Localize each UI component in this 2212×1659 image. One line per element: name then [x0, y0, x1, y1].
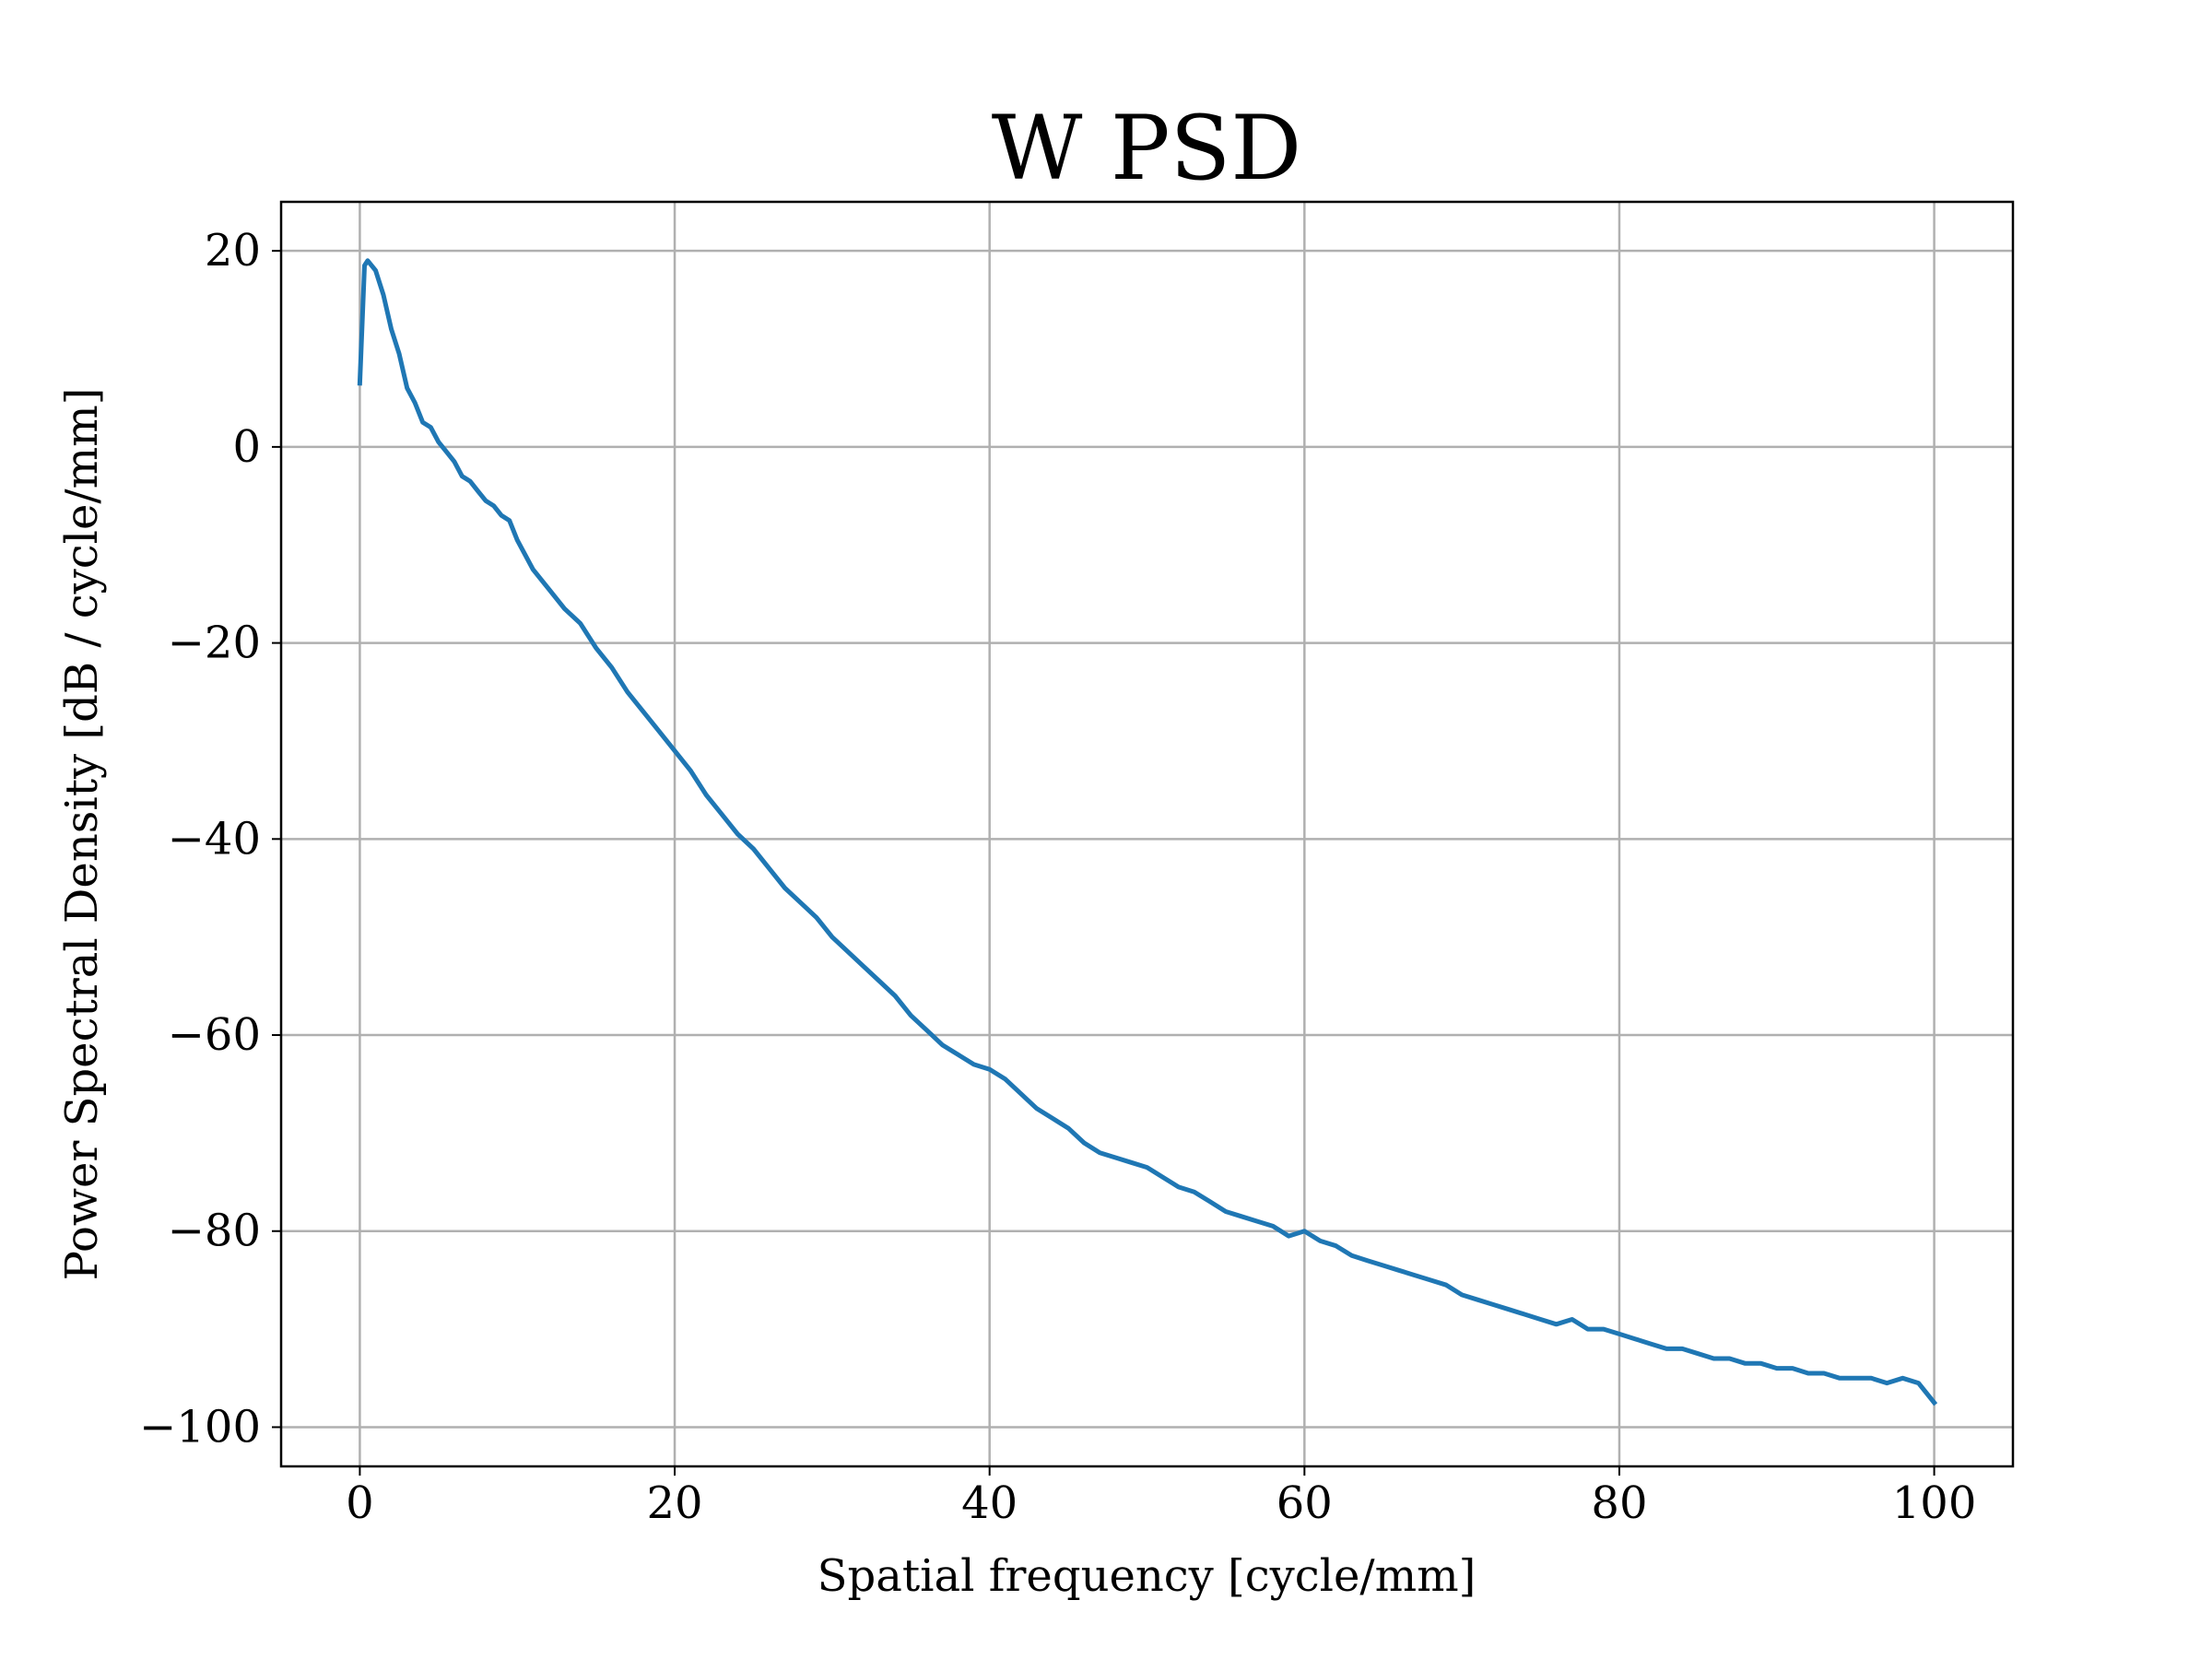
- y-tick-label: 20: [205, 225, 261, 276]
- x-tick-label: 100: [1892, 1477, 1977, 1529]
- x-tick-label: 20: [647, 1477, 703, 1529]
- grid: [281, 202, 2013, 1466]
- x-tick-label: 40: [961, 1477, 1018, 1529]
- y-tick-label: 0: [232, 421, 261, 473]
- psd-series-line: [357, 258, 1938, 1406]
- y-tick-label: −80: [168, 1206, 261, 1257]
- y-tick-label: −20: [168, 618, 261, 669]
- y-tick-label: −60: [168, 1009, 261, 1061]
- x-tick-label: 0: [346, 1477, 374, 1529]
- y-axis-label: Power Spectral Density [dB / cycle/mm]: [56, 388, 108, 1281]
- ticks: 0 20 40 60 80 100 20 0 −20 −40 −60 −80 −100: [139, 225, 1976, 1529]
- x-tick-label: 80: [1591, 1477, 1647, 1529]
- x-axis-label: Spatial frequency [cycle/mm]: [818, 1550, 1477, 1602]
- chart-title: W PSD: [992, 97, 1302, 200]
- series-layer: [357, 258, 1938, 1406]
- plot-frame: [279, 200, 2015, 1468]
- y-tick-label: −100: [139, 1401, 261, 1453]
- x-tick-label: 60: [1277, 1477, 1333, 1529]
- y-tick-label: −40: [168, 813, 261, 865]
